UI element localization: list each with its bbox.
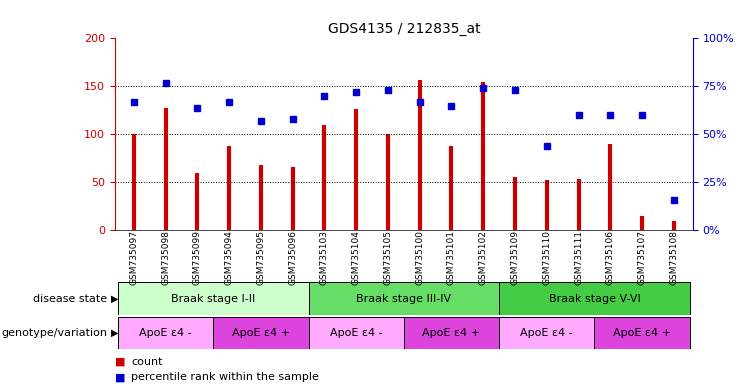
Bar bbox=[308, 282, 499, 315]
Text: ▶: ▶ bbox=[111, 328, 119, 338]
Text: GSM735106: GSM735106 bbox=[605, 230, 615, 285]
Text: genotype/variation: genotype/variation bbox=[1, 328, 107, 338]
Text: GSM735107: GSM735107 bbox=[637, 230, 647, 285]
Bar bbox=[213, 317, 308, 349]
Text: ApoE ε4 +: ApoE ε4 + bbox=[422, 328, 480, 338]
Text: GSM735109: GSM735109 bbox=[511, 230, 519, 285]
Text: ■: ■ bbox=[115, 372, 125, 382]
Bar bbox=[594, 317, 690, 349]
Text: GSM735108: GSM735108 bbox=[669, 230, 678, 285]
Text: Braak stage V-VI: Braak stage V-VI bbox=[548, 293, 640, 304]
Text: GSM735104: GSM735104 bbox=[352, 230, 361, 285]
Text: count: count bbox=[131, 357, 163, 367]
Text: GSM735099: GSM735099 bbox=[193, 230, 202, 285]
Text: ▶: ▶ bbox=[111, 293, 119, 304]
Text: GSM735110: GSM735110 bbox=[542, 230, 551, 285]
Text: GSM735094: GSM735094 bbox=[225, 230, 233, 285]
Text: GSM735105: GSM735105 bbox=[383, 230, 393, 285]
Text: ApoE ε4 +: ApoE ε4 + bbox=[613, 328, 671, 338]
Text: GSM735102: GSM735102 bbox=[479, 230, 488, 285]
Text: Braak stage III-IV: Braak stage III-IV bbox=[356, 293, 451, 304]
Text: GSM735103: GSM735103 bbox=[320, 230, 329, 285]
Text: GSM735100: GSM735100 bbox=[415, 230, 425, 285]
Bar bbox=[404, 317, 499, 349]
Text: GSM735098: GSM735098 bbox=[161, 230, 170, 285]
Text: ■: ■ bbox=[115, 357, 125, 367]
Text: ApoE ε4 -: ApoE ε4 - bbox=[520, 328, 573, 338]
Text: GSM735101: GSM735101 bbox=[447, 230, 456, 285]
Text: GSM735096: GSM735096 bbox=[288, 230, 297, 285]
Bar bbox=[308, 317, 404, 349]
Text: ApoE ε4 -: ApoE ε4 - bbox=[139, 328, 192, 338]
Text: GSM735111: GSM735111 bbox=[574, 230, 583, 285]
Bar bbox=[118, 317, 213, 349]
Bar bbox=[499, 317, 594, 349]
Text: GSM735097: GSM735097 bbox=[130, 230, 139, 285]
Text: percentile rank within the sample: percentile rank within the sample bbox=[131, 372, 319, 382]
Text: disease state: disease state bbox=[33, 293, 107, 304]
Text: Braak stage I-II: Braak stage I-II bbox=[171, 293, 256, 304]
Bar bbox=[118, 282, 308, 315]
Title: GDS4135 / 212835_at: GDS4135 / 212835_at bbox=[328, 22, 480, 36]
Text: GSM735095: GSM735095 bbox=[256, 230, 265, 285]
Bar bbox=[499, 282, 690, 315]
Text: ApoE ε4 -: ApoE ε4 - bbox=[330, 328, 382, 338]
Text: ApoE ε4 +: ApoE ε4 + bbox=[232, 328, 290, 338]
